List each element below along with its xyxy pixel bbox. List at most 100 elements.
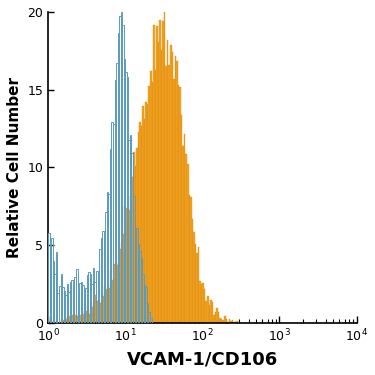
Bar (75, 315, 76, 323)
Bar (70, 282, 71, 323)
Bar (78, 291, 79, 323)
Bar (146, 287, 147, 323)
Bar (185, 154, 187, 323)
Bar (75, 277, 76, 323)
Bar (196, 253, 198, 323)
Bar (148, 86, 150, 323)
Bar (182, 146, 184, 323)
Bar (62, 287, 64, 323)
Bar (81, 282, 82, 323)
Bar (61, 319, 62, 323)
Bar (87, 274, 88, 323)
Bar (156, 26, 158, 323)
Bar (201, 284, 202, 323)
Bar (125, 209, 127, 323)
Bar (71, 315, 73, 323)
Bar (119, 249, 121, 323)
Bar (161, 50, 162, 323)
Bar (146, 102, 147, 323)
Bar (113, 124, 114, 323)
Bar (64, 291, 65, 323)
Bar (122, 234, 124, 323)
Bar (51, 237, 53, 323)
Bar (189, 195, 190, 323)
Bar (133, 152, 135, 323)
Bar (202, 284, 204, 323)
Bar (104, 287, 105, 323)
Bar (116, 63, 118, 323)
Bar (168, 64, 170, 323)
Bar (130, 135, 132, 323)
Bar (102, 296, 104, 323)
Bar (94, 296, 96, 323)
Bar (99, 303, 100, 323)
Bar (175, 56, 176, 323)
Bar (198, 247, 199, 323)
Bar (142, 106, 144, 323)
Bar (119, 16, 121, 323)
Bar (59, 286, 61, 323)
Bar (53, 321, 54, 323)
Bar (125, 72, 127, 323)
Bar (67, 316, 68, 323)
Bar (136, 148, 138, 323)
Bar (57, 293, 59, 323)
Bar (70, 318, 71, 323)
Bar (105, 289, 107, 323)
Bar (218, 312, 219, 323)
Bar (216, 308, 218, 323)
Bar (215, 312, 216, 323)
Bar (68, 292, 70, 323)
Bar (118, 262, 119, 323)
Bar (62, 321, 64, 323)
Bar (92, 307, 93, 323)
Bar (98, 300, 99, 323)
Bar (173, 79, 175, 323)
Bar (127, 221, 128, 323)
Bar (54, 274, 56, 323)
Bar (139, 122, 141, 323)
Bar (229, 319, 230, 323)
Bar (82, 314, 84, 323)
Bar (232, 321, 233, 323)
Bar (184, 134, 185, 323)
Bar (71, 280, 73, 323)
Bar (73, 314, 75, 323)
Bar (68, 316, 70, 323)
Bar (141, 126, 142, 323)
Bar (111, 122, 113, 323)
Bar (206, 302, 207, 323)
Bar (154, 70, 156, 323)
Bar (209, 305, 210, 323)
Bar (230, 321, 232, 323)
Bar (79, 315, 81, 323)
Bar (178, 85, 179, 323)
Bar (159, 20, 161, 323)
Bar (108, 288, 110, 323)
Bar (107, 290, 108, 323)
Bar (221, 319, 222, 323)
Bar (127, 77, 128, 323)
Bar (193, 232, 195, 323)
Bar (96, 270, 98, 323)
Bar (76, 316, 78, 323)
Bar (67, 284, 68, 323)
Bar (50, 249, 51, 323)
Bar (187, 164, 189, 323)
Bar (110, 272, 111, 323)
Bar (118, 33, 119, 323)
Bar (102, 231, 104, 323)
Bar (85, 288, 87, 323)
Bar (219, 318, 221, 323)
Bar (150, 70, 152, 323)
Bar (167, 39, 168, 323)
Bar (190, 197, 192, 323)
Bar (93, 302, 94, 323)
Bar (211, 302, 213, 323)
Bar (73, 287, 75, 323)
Bar (93, 268, 94, 323)
Bar (204, 289, 206, 323)
Bar (176, 61, 178, 323)
Bar (64, 320, 65, 323)
Bar (147, 303, 148, 323)
